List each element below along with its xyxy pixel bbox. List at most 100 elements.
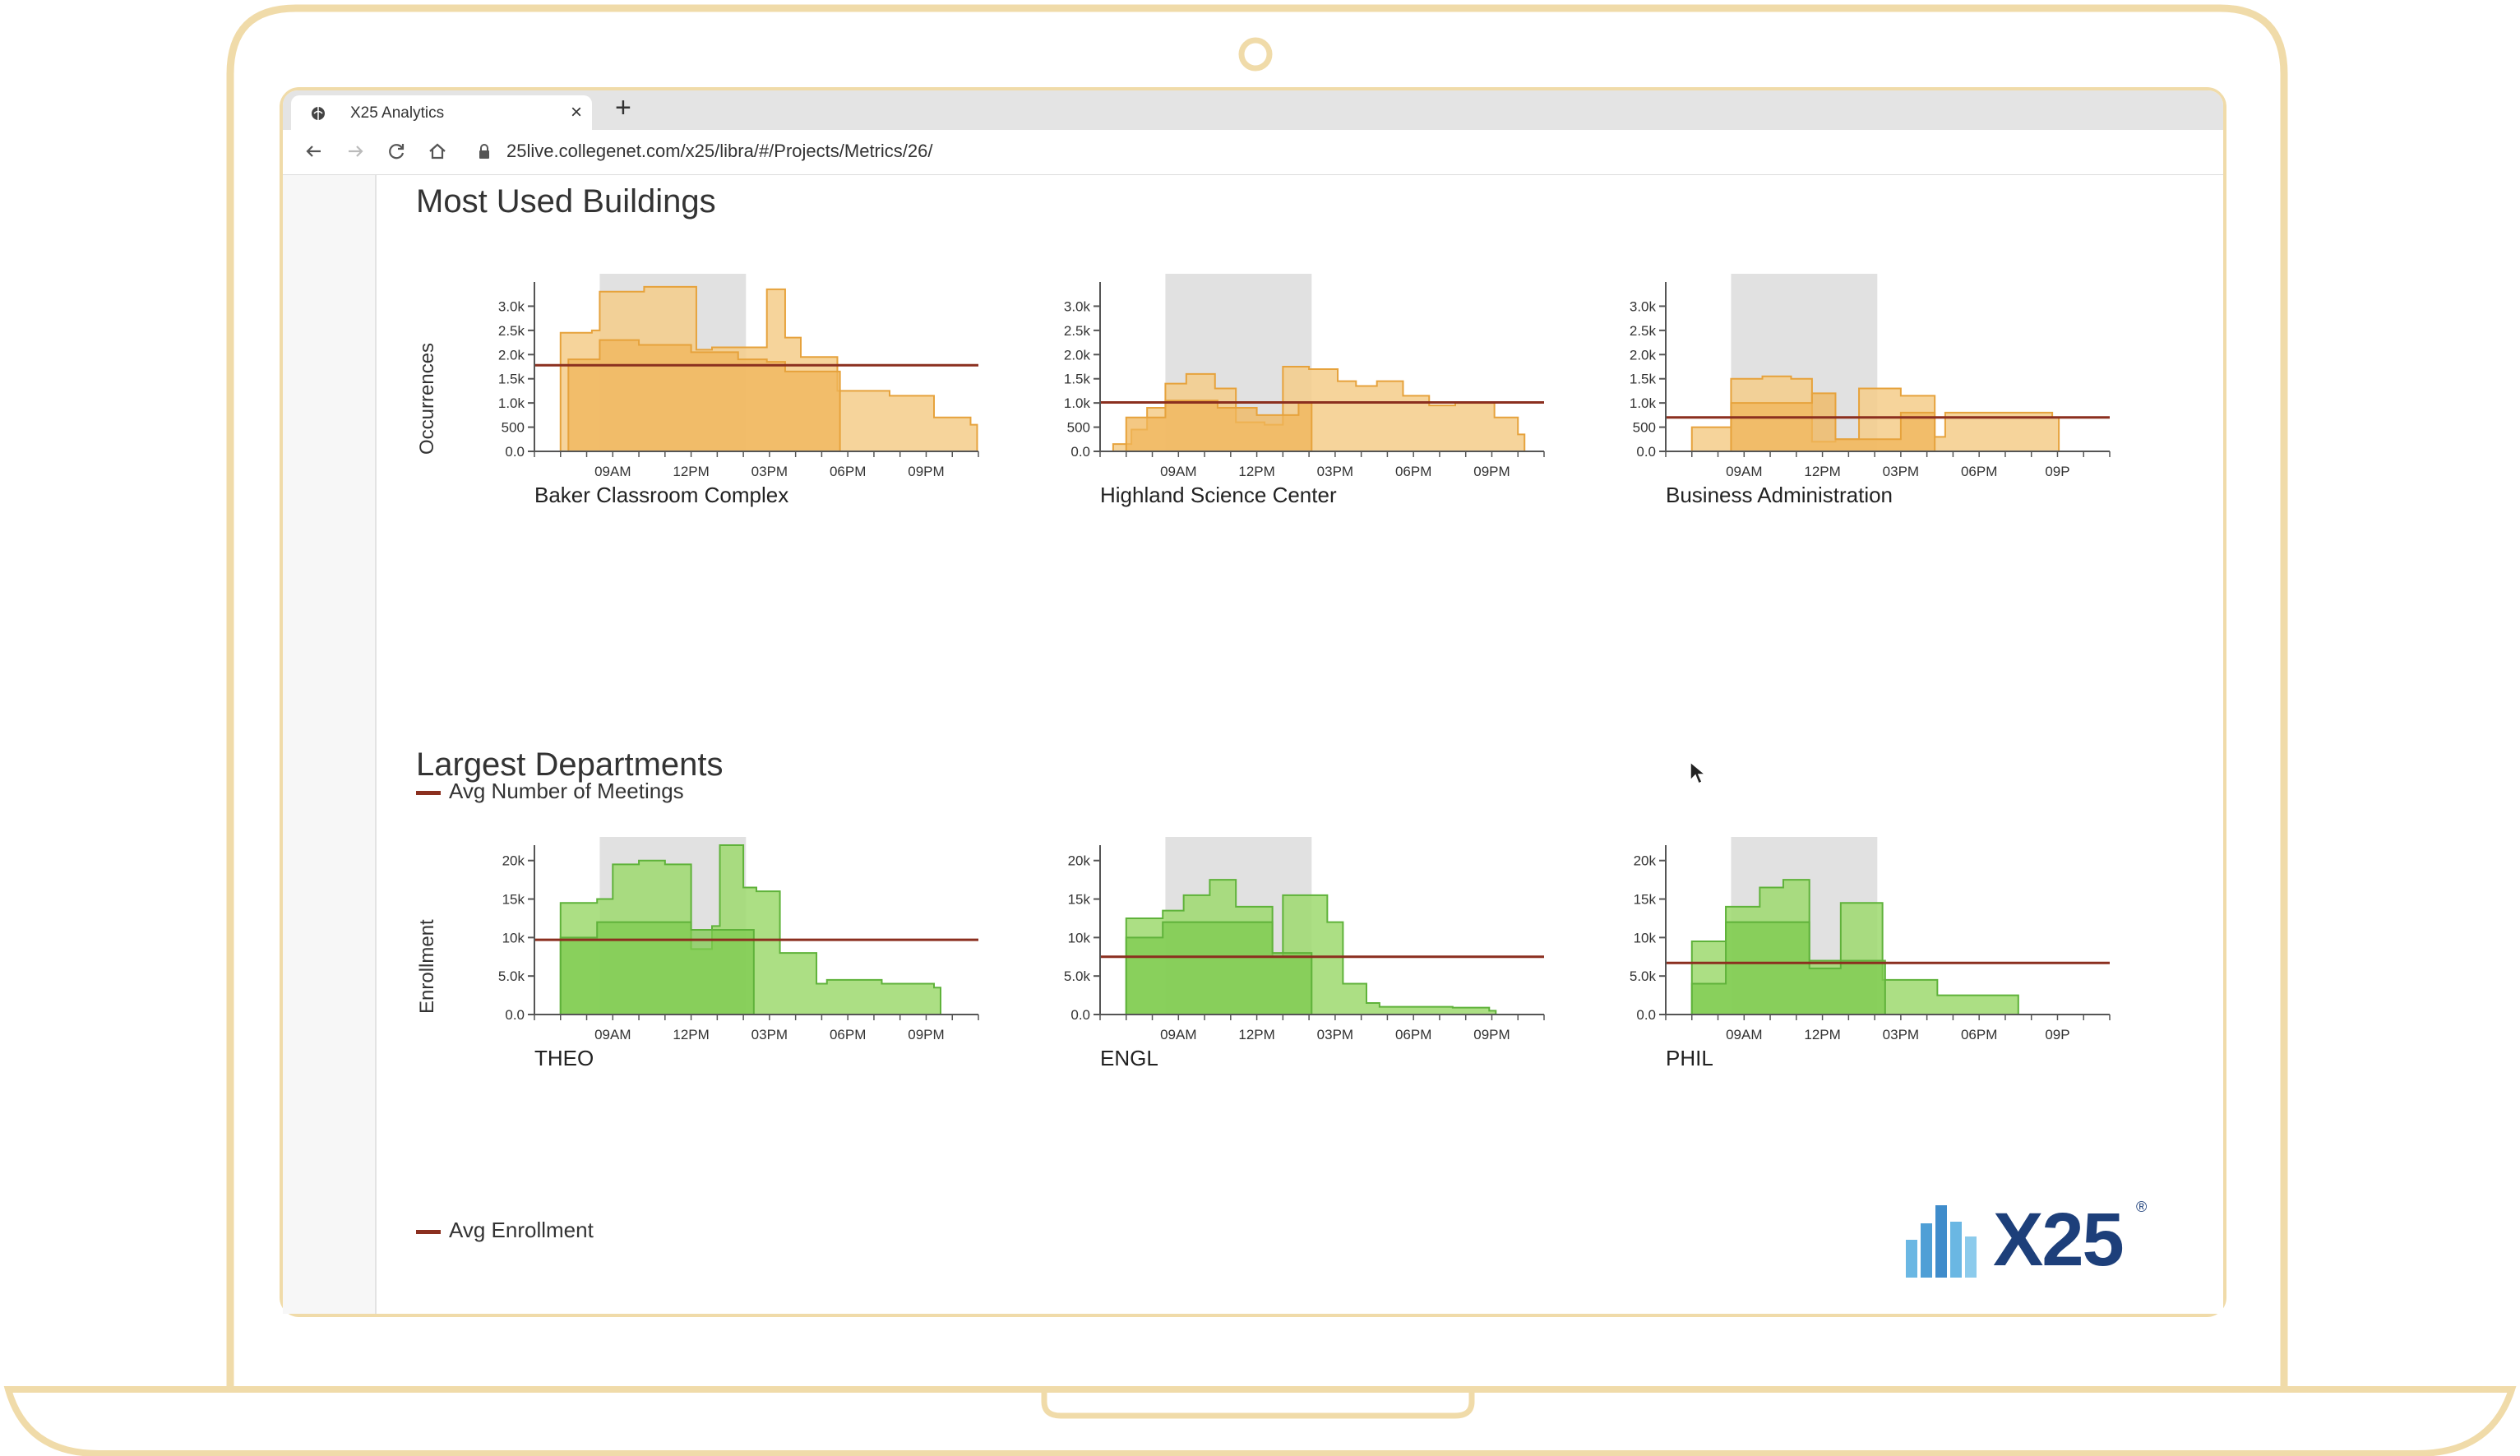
y-tick-label: 0.0 <box>1636 444 1656 460</box>
series-area-tue <box>1125 400 1319 452</box>
x-tick-label: 09PM <box>908 464 944 479</box>
x-tick-label: 09PM <box>908 1027 944 1042</box>
y-tick-label: 5.0k <box>1630 968 1657 984</box>
y-tick-label: 3.0k <box>1064 298 1091 314</box>
y-tick-label: 0.0 <box>1070 444 1090 460</box>
x-tick-label: 03PM <box>1317 1027 1353 1042</box>
buildings-legend: Avg Number of Meetings <box>416 779 684 804</box>
y-tick-label: 2.5k <box>498 323 525 339</box>
y-tick-label: 5.0k <box>1064 968 1091 984</box>
y-tick-label: 1.5k <box>498 372 525 387</box>
back-arrow-icon[interactable] <box>303 140 326 163</box>
departments-section-title: Largest Departments <box>416 746 724 783</box>
buildings-section-title: Most Used Buildings <box>416 183 716 220</box>
mouse-cursor-icon <box>1690 760 1707 785</box>
x-tick-label: 03PM <box>1883 1027 1919 1042</box>
y-tick-label: 15k <box>1068 892 1091 908</box>
x25-logo: X25 ® <box>1906 1194 2152 1284</box>
browser-window: X25 Analytics × + 25live.collegenet.com/… <box>283 90 2223 1314</box>
x-tick-label: 06PM <box>1395 1027 1431 1042</box>
forward-arrow-icon[interactable] <box>344 140 367 163</box>
legend-label: Avg Number of Meetings <box>449 779 684 803</box>
tab-title: X25 Analytics <box>350 104 445 122</box>
legend-swatch <box>416 1229 441 1234</box>
x-tick-label: 03PM <box>1317 464 1353 479</box>
x-tick-label: 09P <box>2045 464 2069 479</box>
x-tick-label: 03PM <box>751 464 788 479</box>
x25-logo-text: X25 <box>1993 1198 2125 1282</box>
y-tick-label: 2.0k <box>1064 347 1091 363</box>
y-tick-label: 15k <box>502 892 525 908</box>
reload-icon[interactable] <box>385 140 408 163</box>
chart-theo: 0.0 5.0k 10k 15k 20k 09AM 12PM 03PM 06PM 09PM THEO <box>498 837 979 1070</box>
chart-title: Business Administration <box>1666 483 1893 507</box>
legend-swatch <box>416 790 441 795</box>
chart-baker-classroom-complex: 0.0 500 1.0k 1.5k 2.0k 2.5k 3.0k 09AM 12PM 03PM 06… <box>498 274 979 507</box>
x-tick-label: 06PM <box>1961 1027 1997 1042</box>
legend-label: Avg Enrollment <box>449 1218 594 1242</box>
sidebar <box>283 175 377 1314</box>
departments-y-axis-label: Enrollment <box>416 919 438 1014</box>
browser-tab[interactable]: X25 Analytics × <box>291 95 592 130</box>
chart-phil: 0.0 5.0k 10k 15k 20k 09AM 12PM 03PM 06PM 09P PHIL <box>1630 837 2111 1070</box>
y-tick-label: 2.5k <box>1064 323 1091 339</box>
x-tick-label: 06PM <box>830 1027 866 1042</box>
x-tick-label: 09AM <box>594 464 631 479</box>
chart-highland-science-center: 0.0 500 1.0k 1.5k 2.0k 2.5k 3.0k 09AM 12PM 03PM 06… <box>1064 274 1545 507</box>
y-tick-label: 20k <box>1068 853 1091 869</box>
x-tick-label: 12PM <box>1804 464 1840 479</box>
x-tick-label: 09PM <box>1473 1027 1510 1042</box>
globe-icon <box>312 107 325 120</box>
chart-title: THEO <box>534 1046 594 1070</box>
y-tick-label: 3.0k <box>1630 298 1657 314</box>
y-tick-label: 500 <box>1633 420 1656 436</box>
y-tick-label: 1.0k <box>1064 395 1091 411</box>
lock-icon <box>479 144 489 159</box>
y-tick-label: 2.5k <box>1630 323 1657 339</box>
new-tab-button[interactable]: + <box>615 92 631 123</box>
y-tick-label: 0.0 <box>1070 1007 1090 1023</box>
y-tick-label: 20k <box>1634 853 1657 869</box>
home-icon[interactable] <box>426 140 449 163</box>
x-tick-label: 09AM <box>1160 1027 1196 1042</box>
laptop-lid <box>226 4 2288 1389</box>
x-tick-label: 09PM <box>1473 464 1510 479</box>
x-tick-label: 12PM <box>1238 1027 1274 1042</box>
x-tick-label: 06PM <box>1961 464 1997 479</box>
chart-title: PHIL <box>1666 1046 1713 1070</box>
x-tick-label: 09AM <box>594 1027 631 1042</box>
laptop-base <box>3 1386 2517 1456</box>
x-tick-label: 12PM <box>673 464 709 479</box>
x25-building-icon <box>1906 1205 1977 1278</box>
y-tick-label: 5.0k <box>498 968 525 984</box>
x-tick-label: 12PM <box>673 1027 709 1042</box>
main-content: Most Used Buildings Occurrences 0.0 500 1.… <box>377 175 2223 1314</box>
trackpad-notch <box>1041 1389 1475 1419</box>
y-tick-label: 2.0k <box>1630 347 1657 363</box>
y-tick-label: 10k <box>1634 930 1657 945</box>
y-tick-label: 1.0k <box>1630 395 1657 411</box>
y-tick-label: 500 <box>1067 420 1090 436</box>
y-tick-label: 500 <box>502 420 525 436</box>
chart-title: ENGL <box>1100 1046 1158 1070</box>
chart-business-administration: 0.0 500 1.0k 1.5k 2.0k 2.5k 3.0k 09AM 12PM 03PM 06… <box>1630 274 2111 507</box>
y-tick-label: 2.0k <box>498 347 525 363</box>
x-tick-label: 03PM <box>1883 464 1919 479</box>
chart-title: Highland Science Center <box>1100 483 1337 507</box>
series-area-tue <box>567 339 847 452</box>
tab-bar: X25 Analytics × + <box>283 90 2223 130</box>
y-tick-label: 15k <box>1634 892 1657 908</box>
x-tick-label: 03PM <box>751 1027 788 1042</box>
y-tick-label: 3.0k <box>498 298 525 314</box>
tab-close-button[interactable]: × <box>571 101 583 123</box>
x-tick-label: 09AM <box>1160 464 1196 479</box>
x25-logo-registered: ® <box>2136 1199 2148 1215</box>
y-tick-label: 20k <box>502 853 525 869</box>
x-tick-label: 09AM <box>1726 1027 1762 1042</box>
address-bar[interactable]: 25live.collegenet.com/x25/libra/#/Projec… <box>506 141 933 161</box>
x-tick-label: 12PM <box>1804 1027 1840 1042</box>
y-tick-label: 1.5k <box>1064 372 1091 387</box>
y-tick-label: 10k <box>502 930 525 945</box>
y-tick-label: 0.0 <box>505 1007 525 1023</box>
x-tick-label: 09AM <box>1726 464 1762 479</box>
